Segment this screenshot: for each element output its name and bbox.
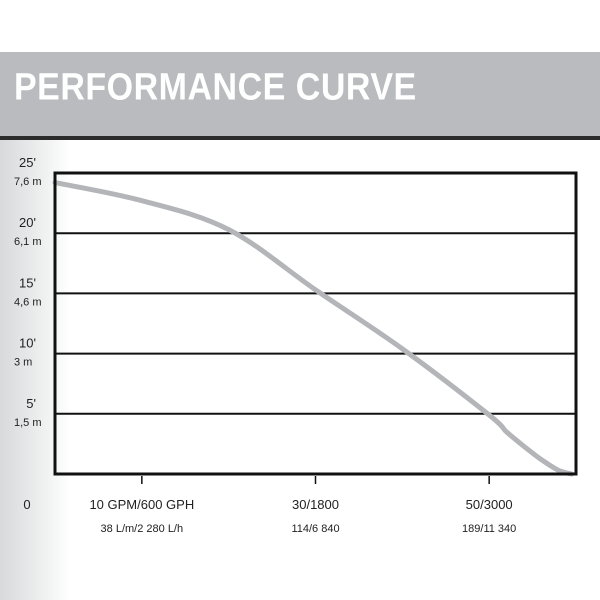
y-tick-label-ft-10: 10' — [19, 336, 36, 351]
x-tick-label-50: 50/3000 — [466, 497, 513, 512]
x-tick-label-30: 30/1800 — [292, 497, 339, 512]
x-tick-sublabel-30: 114/6 840 — [291, 523, 339, 535]
y-tick-label-m-15: 4,6 m — [14, 296, 42, 308]
page-title: PERFORMANCE CURVE — [14, 66, 417, 109]
y-tick-label-m-10: 3 m — [14, 357, 32, 369]
x-axis-labels: 10 GPM/600 GPH 38 L/m/2 280 L/h 30/1800 114… — [23, 497, 516, 535]
x-tick-sublabel-50: 189/11 340 — [462, 523, 516, 535]
x-tick-label-10: 10 GPM/600 GPH — [89, 497, 194, 512]
x-tick-sublabel-10: 38 L/m/2 280 L/h — [101, 523, 184, 535]
header-divider — [0, 136, 600, 140]
y-tick-label-m-25: 7,6 m — [14, 176, 42, 188]
y-axis-labels: 5' 1,5 m 10' 3 m 15' 4,6 m 20' 6,1 m 25' 7,6 m — [14, 155, 42, 429]
left-shade — [0, 140, 70, 600]
header-band — [0, 52, 600, 136]
x-ticks — [141, 476, 490, 484]
performance-curve-line — [52, 180, 575, 477]
origin-label: 0 — [23, 497, 30, 512]
top-margin — [0, 0, 600, 52]
y-tick-label-m-5: 1,5 m — [14, 417, 42, 429]
chart-frame — [53, 171, 578, 476]
y-tick-label-ft-5: 5' — [26, 396, 36, 411]
y-tick-label-ft-20: 20' — [19, 215, 36, 230]
curve-layer — [52, 180, 575, 477]
y-tick-label-ft-25: 25' — [19, 155, 36, 170]
y-tick-label-m-20: 6,1 m — [14, 236, 42, 248]
grid-lines — [55, 232, 576, 415]
y-tick-label-ft-15: 15' — [19, 275, 36, 290]
